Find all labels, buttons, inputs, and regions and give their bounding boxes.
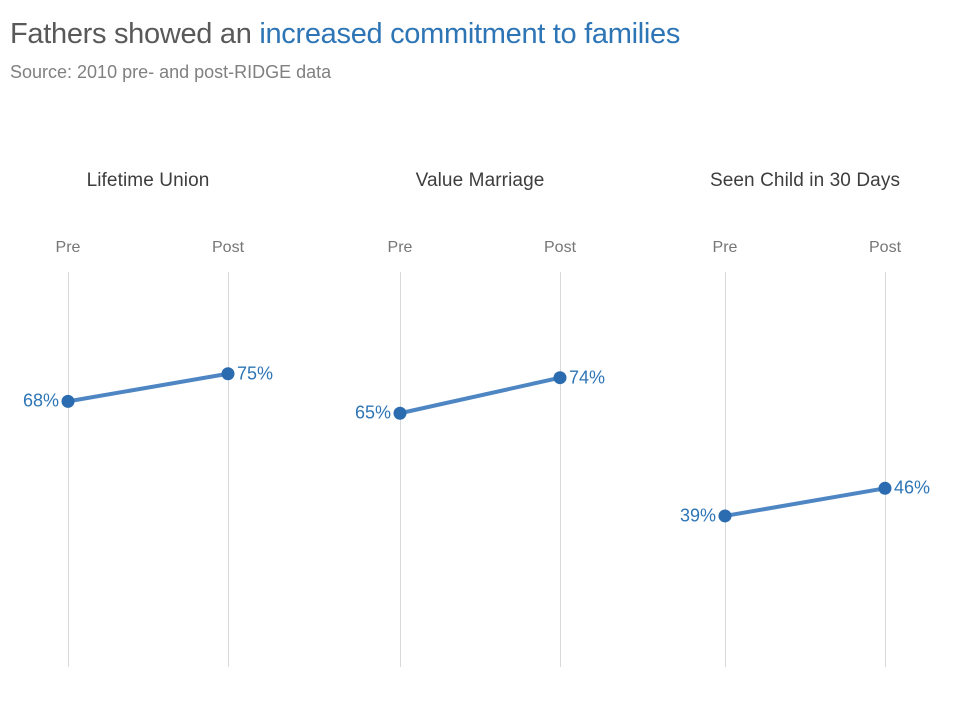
- page-title-plain: Fathers showed an: [10, 18, 260, 50]
- pre-axis-label: Pre: [387, 239, 413, 256]
- post-axis-label: Post: [868, 239, 902, 256]
- slope-line: [399, 375, 561, 416]
- panel-title: Seen Child in 30 Days: [709, 170, 901, 191]
- gridline-pre: [400, 272, 401, 667]
- panel-title: Value Marriage: [415, 170, 545, 191]
- gridline-post: [560, 272, 561, 667]
- value-label-post: 46%: [894, 477, 931, 498]
- post-axis-label: Post: [211, 239, 245, 256]
- value-label-pre: 39%: [679, 505, 716, 526]
- source-note: Source: 2010 pre- and post-RIDGE data: [10, 62, 332, 82]
- gridline-post: [885, 272, 886, 667]
- gridline-pre: [725, 272, 726, 667]
- slope-line: [724, 486, 886, 518]
- pre-axis-label: Pre: [55, 239, 81, 256]
- page-title: Fathers showed an increased commitment t…: [10, 18, 680, 51]
- value-label-post: 74%: [569, 367, 606, 388]
- slope-line: [67, 371, 229, 404]
- gridline-pre: [68, 272, 69, 667]
- value-label-pre: 68%: [22, 390, 59, 411]
- value-label-pre: 65%: [354, 402, 391, 423]
- post-axis-label: Post: [543, 239, 577, 256]
- panel-title: Lifetime Union: [86, 170, 210, 191]
- page-title-accent: increased commitment to families: [259, 18, 681, 50]
- pre-axis-label: Pre: [712, 239, 738, 256]
- gridline-post: [228, 272, 229, 667]
- value-label-post: 75%: [237, 363, 274, 384]
